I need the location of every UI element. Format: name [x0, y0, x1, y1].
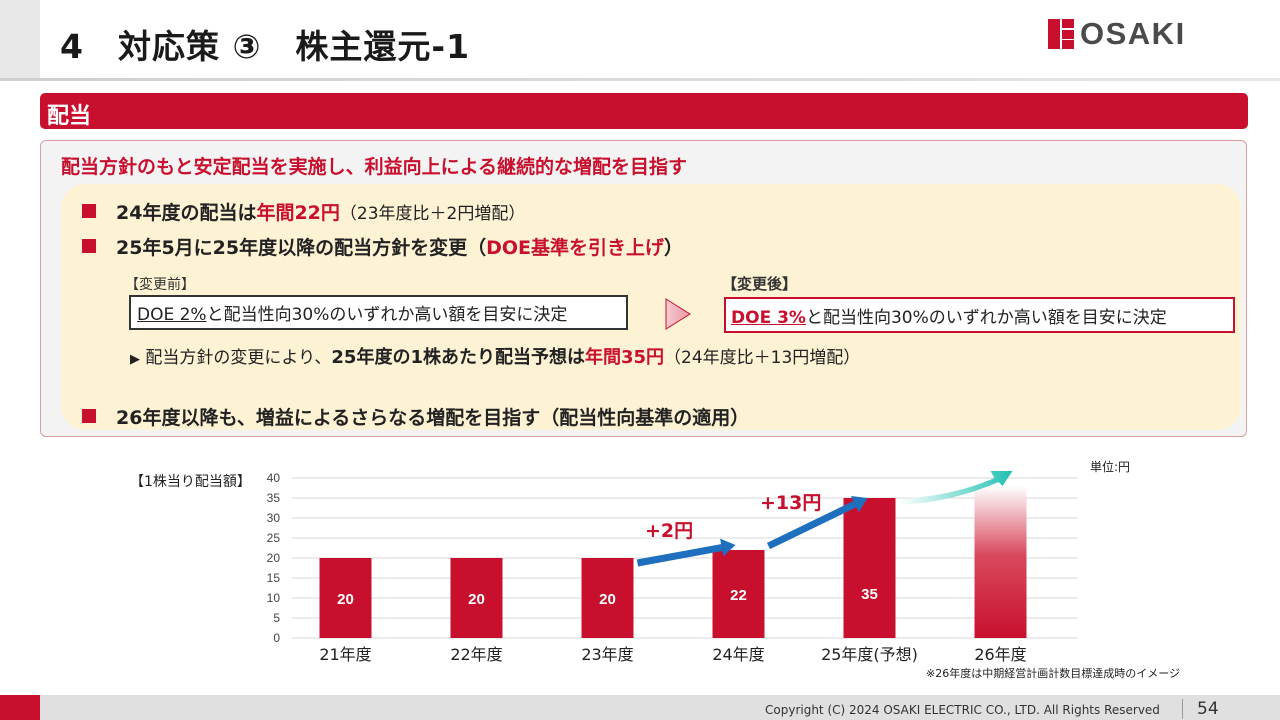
- y-tick-label: 15: [267, 571, 281, 585]
- policy-headline: 配当方針のもと安定配当を実施し、利益向上による継続的な増配を目指す: [61, 156, 688, 178]
- arrow-plus13-shape: [766, 496, 868, 550]
- y-tick-label: 20: [267, 551, 281, 565]
- dividend-chart: 0 5 10 15 20 25 30 35 40 20 21年度 20 22年度 20 23年度 22 24年…: [267, 471, 1078, 664]
- arrow-plus2-shape: [636, 538, 736, 567]
- before-doe: DOE 2%: [137, 305, 207, 325]
- annotation-plus13: +13円: [760, 492, 821, 514]
- chart-title: 【1株当り配当額】: [130, 474, 251, 490]
- footer-accent: [0, 695, 40, 720]
- x-tick-label: 23年度: [581, 645, 633, 664]
- bar: [581, 558, 634, 638]
- arrow-plus2: [636, 538, 736, 567]
- x-tick-label: 22年度: [450, 645, 502, 664]
- x-tick-label: 26年度: [974, 645, 1026, 664]
- y-tick-label: 35: [267, 491, 281, 505]
- copyright: Copyright (C) 2024 OSAKI ELECTRIC CO., L…: [765, 703, 1160, 717]
- square-bullet-icon: [82, 204, 96, 218]
- dividend-24-value: 年間22円: [256, 202, 340, 224]
- bar-value-label: 22: [730, 587, 747, 604]
- bar-value-label: 35: [861, 586, 878, 603]
- before-label: 【変更前】: [125, 277, 195, 293]
- after-doe: DOE 3%: [731, 308, 806, 328]
- x-tick-label: 25年度(予想): [821, 645, 918, 664]
- future-growth-arrow: [899, 471, 1013, 505]
- after-label: 【変更後】: [722, 275, 798, 293]
- y-tick-label: 30: [267, 511, 281, 525]
- bar-future: [974, 486, 1027, 638]
- y-tick-label: 0: [273, 631, 280, 645]
- osaki-logo: OSAKI: [1048, 16, 1186, 52]
- forecast-25-value: 年間35円: [584, 347, 665, 368]
- section-label: 配当: [47, 104, 92, 129]
- bullet-policy-change: 25年5月に25年度以降の配当方針を変更（DOE基準を引き上げ）: [82, 233, 683, 260]
- square-bullet-icon: [82, 239, 96, 253]
- doe-raise-highlight: DOE基準を引き上げ: [486, 237, 665, 259]
- bar: [712, 550, 765, 638]
- arrow-plus13: [766, 496, 868, 550]
- x-tick-label: 24年度: [712, 645, 764, 664]
- sub-bullet-forecast: ▶ 配当方針の変更により、25年度の1株あたり配当予想は年間35円（24年度比＋…: [130, 347, 861, 368]
- bullet-future-growth: 26年度以降も、増益によるさらなる増配を目指す（配当性向基準の適用）: [82, 403, 749, 430]
- y-tick-label: 25: [267, 531, 281, 545]
- change-arrow-icon: [665, 298, 691, 330]
- bar: [450, 558, 503, 638]
- bar-value-label: 20: [337, 591, 354, 608]
- y-tick-label: 5: [273, 611, 280, 625]
- triangle-bullet-icon: ▶: [130, 352, 140, 367]
- logo-text: OSAKI: [1080, 16, 1186, 51]
- bar: [319, 558, 372, 638]
- header-divider: [0, 78, 1280, 81]
- annotation-plus2: +2円: [645, 520, 693, 542]
- y-tick-label: 40: [267, 471, 281, 485]
- bar: [843, 498, 896, 638]
- y-tick-label: 10: [267, 591, 281, 605]
- page-title: 4 対応策 ③ 株主還元-1: [60, 27, 471, 66]
- page-number: 54: [1182, 699, 1222, 719]
- footer-bar: [0, 695, 1280, 720]
- header-accent: [0, 0, 40, 80]
- chart-footnote: ※26年度は中期経営計画計数目標達成時のイメージ: [926, 667, 1180, 680]
- x-tick-label: 21年度: [319, 645, 371, 664]
- section-bar: 配当: [40, 93, 1248, 129]
- square-bullet-icon: [82, 409, 96, 423]
- bar-value-label: 20: [599, 591, 616, 608]
- after-policy-box: DOE 3%と配当性向30%のいずれか高い額を目安に決定: [724, 297, 1235, 333]
- logo-mark-icon: [1048, 19, 1074, 49]
- bullet-dividend-24: 24年度の配当は年間22円（23年度比＋2円増配）: [82, 198, 525, 225]
- policy-box: 配当方針のもと安定配当を実施し、利益向上による継続的な増配を目指す: [40, 140, 1247, 437]
- before-policy-box: DOE 2%と配当性向30%のいずれか高い額を目安に決定: [129, 295, 628, 330]
- chart-unit: 単位:円: [1090, 460, 1131, 474]
- bar-value-label: 20: [468, 591, 485, 608]
